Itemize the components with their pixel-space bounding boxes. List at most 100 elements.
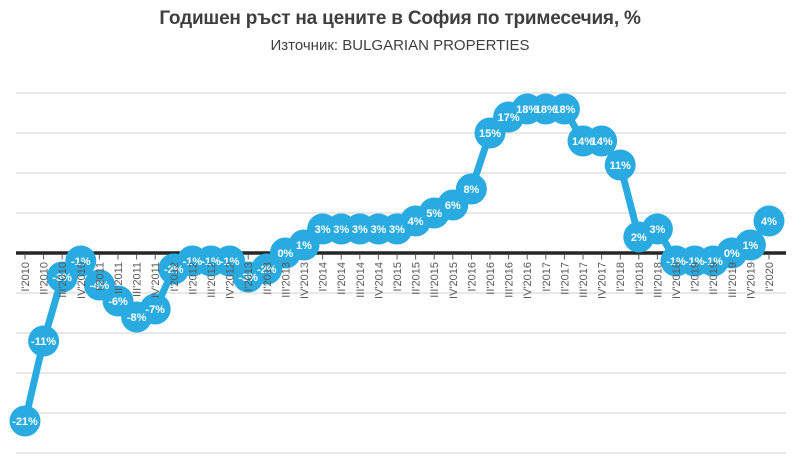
x-axis-label: III'2018 xyxy=(652,262,664,298)
data-point-label: 18% xyxy=(553,104,575,116)
data-point-label: -1% xyxy=(201,256,221,268)
data-point-label: 4% xyxy=(408,216,424,228)
x-axis-label: III'2010 xyxy=(57,262,69,298)
x-axis-label: I'2017 xyxy=(541,262,553,292)
x-axis-label: III'2019 xyxy=(727,262,739,298)
x-axis-label: II'2015 xyxy=(411,262,423,295)
x-axis-ticks xyxy=(24,254,770,260)
data-point-marker xyxy=(586,125,618,157)
data-point-marker xyxy=(455,173,487,205)
data-point-label: -21% xyxy=(12,416,38,428)
x-axis-label: I'2018 xyxy=(615,262,627,292)
data-point-marker xyxy=(604,149,636,181)
x-axis-label: I'2010 xyxy=(20,262,32,292)
data-point-labels: -21%-11%-3%-1%-4%-6%-8%-7%-2%-1% -1% -1%-3… xyxy=(12,104,777,428)
data-point-label: -6% xyxy=(108,296,128,308)
x-axis-label: I'2014 xyxy=(318,262,330,292)
data-point-label: 2% xyxy=(631,232,647,244)
x-axis-label: II'2013 xyxy=(262,262,274,295)
data-point-label: 3% xyxy=(649,224,665,236)
chart-title: Годишен ръст на цените в София по тримес… xyxy=(159,8,641,29)
data-point-label: -1% xyxy=(220,256,240,268)
data-point-marker xyxy=(753,205,785,237)
x-axis-label: II'2019 xyxy=(708,262,720,295)
data-point-marker xyxy=(9,405,41,437)
data-point-label: -7% xyxy=(145,304,165,316)
data-point-label: 3% xyxy=(389,224,405,236)
x-axis-label: II'2016 xyxy=(485,262,497,295)
data-point-label: -1% xyxy=(71,256,91,268)
x-axis-label: I'2011 xyxy=(94,262,106,291)
chart-subtitle: Източник: BULGARIAN PROPERTIES xyxy=(270,37,530,54)
x-axis-label: I'2016 xyxy=(466,262,478,292)
data-point-label: 14% xyxy=(591,136,613,148)
data-point-label: -2% xyxy=(164,264,184,276)
data-point-marker xyxy=(65,245,97,277)
x-axis-label: I'2013 xyxy=(243,262,255,292)
x-axis-label: I'2019 xyxy=(690,262,702,292)
x-axis-label: IV'2015 xyxy=(448,262,460,299)
x-axis-label: IV'2018 xyxy=(671,262,683,299)
x-axis-label: III'2015 xyxy=(429,262,441,298)
data-point-label: -4% xyxy=(90,280,110,292)
data-point-marker xyxy=(641,213,673,245)
x-axis-label: II'2010 xyxy=(39,262,51,295)
x-axis-label: I'2012 xyxy=(169,262,181,292)
x-axis-label: III'2011 xyxy=(132,262,144,297)
data-point-label: 5% xyxy=(426,208,442,220)
x-axis-label: IV'2012 xyxy=(225,262,237,299)
x-axis-label: II'2014 xyxy=(336,262,348,295)
data-point-label: 3% xyxy=(333,224,349,236)
data-point-label: -3% xyxy=(52,272,72,284)
x-axis-labels: I'2010 II'2010 III'2010 IV'2010 I'2011 II'201… xyxy=(20,262,776,299)
data-point-label: 3% xyxy=(352,224,368,236)
data-point-label: 0% xyxy=(724,248,740,260)
data-point-label: 1% xyxy=(742,240,758,252)
x-axis-label: III'2014 xyxy=(355,262,367,298)
data-point-label: 14% xyxy=(572,136,594,148)
data-point-label: -1% xyxy=(666,256,686,268)
x-axis-label: IV'2011 xyxy=(150,262,162,298)
x-axis-label: I'2015 xyxy=(392,262,404,292)
data-point-label: -3% xyxy=(238,272,258,284)
data-point-markers xyxy=(9,93,785,437)
data-point-marker xyxy=(548,93,580,125)
data-point-label: -11% xyxy=(31,336,56,348)
x-axis-label: II'2012 xyxy=(187,262,199,295)
x-axis-label: III'2017 xyxy=(578,262,590,298)
data-point-marker xyxy=(28,325,60,357)
data-point-label: 8% xyxy=(463,184,479,196)
data-point-label: -2% xyxy=(257,264,277,276)
data-point-label: 18% xyxy=(535,104,557,116)
data-point-label: 11% xyxy=(609,160,631,172)
x-axis-label: II'2017 xyxy=(559,262,571,295)
data-point-label: 1% xyxy=(296,240,312,252)
data-point-label: -1% xyxy=(183,256,203,268)
x-axis-label: IV'2014 xyxy=(373,262,385,299)
chart-header: Годишен ръст на цените в София по тримес… xyxy=(0,8,800,54)
x-axis-label: III'2013 xyxy=(280,262,292,298)
x-axis-label: IV'2017 xyxy=(597,262,609,299)
data-point-label: 6% xyxy=(445,200,461,212)
data-point-label: 3% xyxy=(315,224,331,236)
data-point-label: 4% xyxy=(761,216,777,228)
data-point-marker xyxy=(734,229,766,261)
data-point-marker xyxy=(139,293,171,325)
x-axis-label: II'2011 xyxy=(113,262,125,294)
x-axis-label: IV'2013 xyxy=(299,262,311,299)
x-axis-label: IV'2010 xyxy=(76,262,88,299)
x-axis-label: III'2016 xyxy=(504,262,516,298)
data-point-label: 3% xyxy=(370,224,386,236)
data-point-label: 15% xyxy=(479,128,501,140)
data-point-label: 0% xyxy=(277,248,293,260)
x-axis-label: III'2012 xyxy=(206,262,218,298)
x-axis-label: II'2018 xyxy=(634,262,646,295)
data-point-label: -1% xyxy=(685,256,705,268)
x-axis-label: IV'2019 xyxy=(745,262,757,299)
data-point-label: 18% xyxy=(516,104,538,116)
x-axis-label: I'2020 xyxy=(764,262,776,292)
data-point-label: -1% xyxy=(703,256,723,268)
x-axis-label: IV'2016 xyxy=(522,262,534,299)
